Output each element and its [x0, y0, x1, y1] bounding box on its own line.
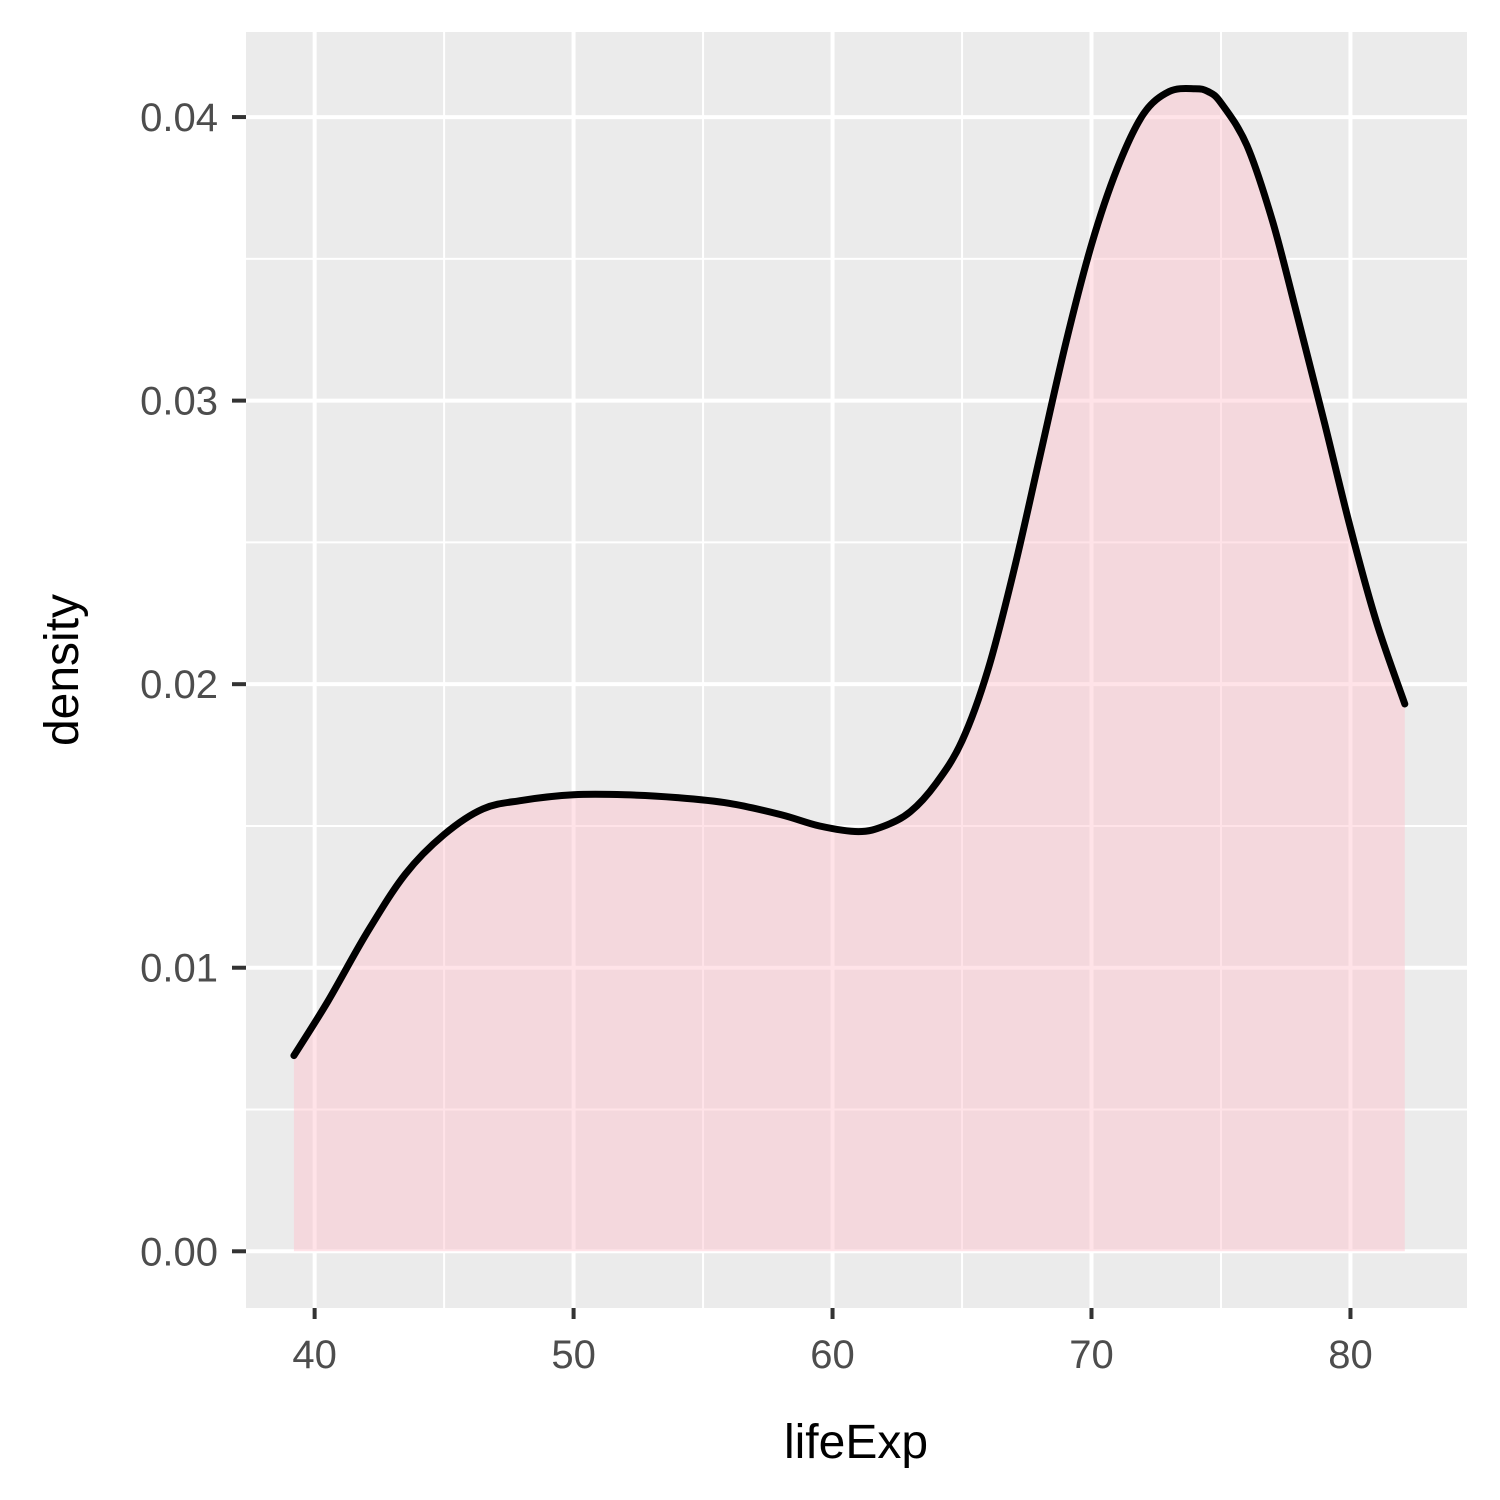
- plot-panel: [246, 32, 1467, 1308]
- x-tick-label: 60: [810, 1333, 855, 1377]
- x-tick-label: 70: [1069, 1333, 1114, 1377]
- minor-gridlines: [246, 32, 1467, 1308]
- x-axis-title: lifeExp: [784, 1416, 928, 1469]
- density-area: [293, 88, 1405, 1252]
- density-line: [290, 84, 1409, 1060]
- x-axis-ticks: 40 50 60 70 80: [292, 1308, 1373, 1377]
- y-tick-label: 0.02: [140, 663, 218, 707]
- major-gridlines: [246, 32, 1467, 1308]
- y-tick-label: 0.04: [140, 96, 218, 140]
- x-tick-label: 80: [1328, 1333, 1373, 1377]
- y-tick-label: 0.00: [140, 1230, 218, 1274]
- y-axis-ticks: 0.00 0.01 0.02 0.03 0.04: [140, 96, 246, 1274]
- x-tick-label: 50: [551, 1333, 596, 1377]
- x-tick-label: 40: [292, 1333, 337, 1377]
- y-axis-title: density: [36, 594, 89, 746]
- y-tick-label: 0.01: [140, 947, 218, 991]
- y-tick-label: 0.03: [140, 380, 218, 424]
